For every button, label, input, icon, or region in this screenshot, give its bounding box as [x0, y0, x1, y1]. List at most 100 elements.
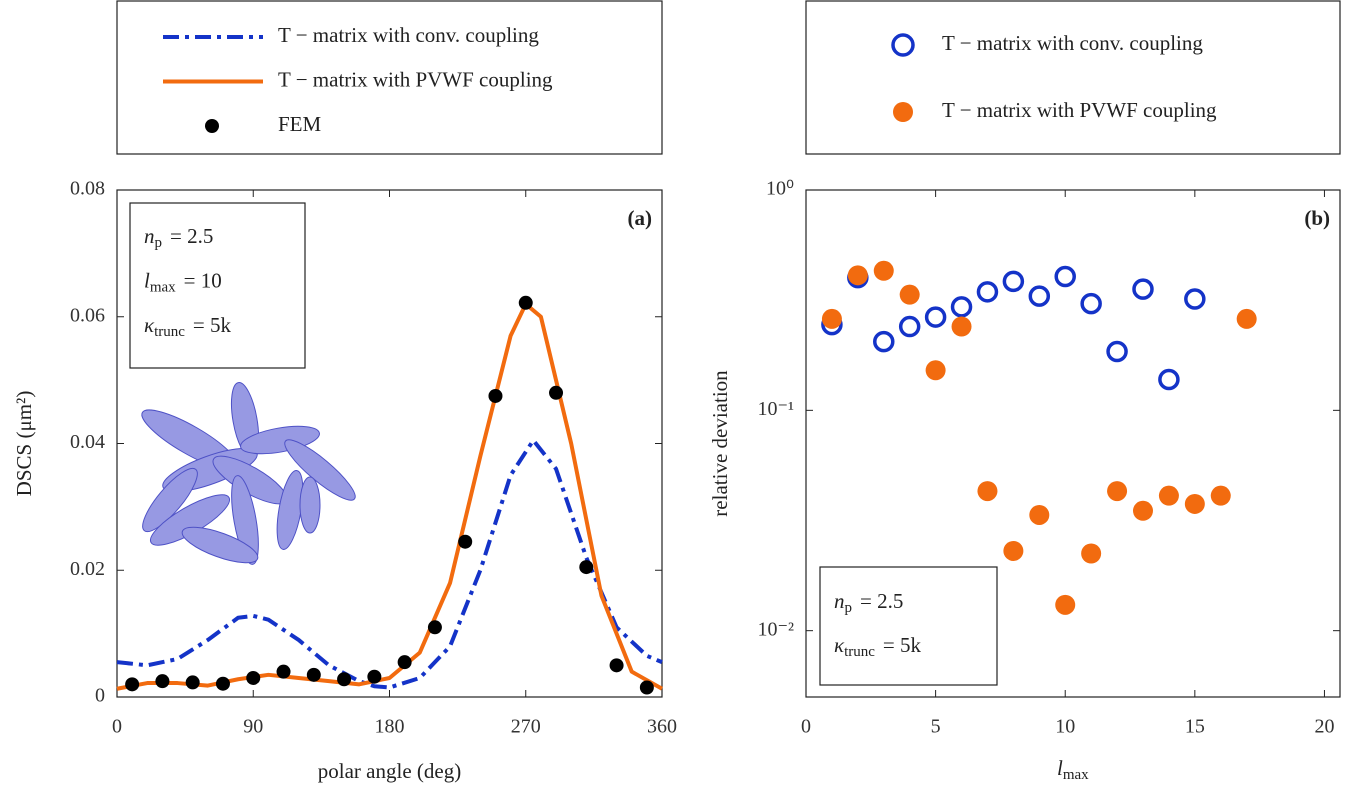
data-point [1107, 481, 1128, 502]
subscript: max [1063, 767, 1089, 783]
data-point [976, 281, 999, 303]
x-tick-label: 0 [112, 716, 122, 738]
subscript: max [150, 280, 176, 296]
legend-label: T − matrix with PVWF coupling [942, 98, 1217, 122]
data-point [1210, 485, 1231, 506]
subscript: p [845, 600, 853, 616]
data-point [458, 534, 473, 549]
data-point [306, 667, 321, 682]
x-tick-label: 0 [801, 716, 811, 738]
data-point [1054, 265, 1076, 288]
data-point [427, 620, 442, 635]
data-point [1184, 288, 1206, 310]
y-tick-label: 0.06 [70, 304, 105, 326]
legend-label: T − matrix with conv. coupling [942, 31, 1203, 55]
annotation-box [129, 202, 306, 369]
data-point [1132, 500, 1153, 521]
symbol: l [144, 268, 150, 292]
y-tick-label: 0.02 [70, 558, 105, 580]
data-point [155, 674, 170, 689]
panel-label: (b) [1304, 206, 1330, 230]
data-point [951, 316, 972, 337]
x-tick-label: 180 [375, 716, 405, 738]
x-tick-label: 270 [511, 716, 541, 738]
data-point [1003, 540, 1024, 561]
value: = 5k [193, 313, 232, 337]
data-point [246, 670, 261, 685]
y-tick-label: 0.04 [70, 431, 105, 453]
plot-frame [805, 189, 1341, 698]
data-point [1106, 340, 1128, 363]
data-point [549, 385, 564, 400]
data-point [397, 655, 412, 670]
symbol: κ [834, 633, 845, 657]
series-line [116, 438, 663, 690]
data-point [821, 308, 842, 329]
data-point [1132, 278, 1154, 300]
y-tick-label: 10⁻¹ [757, 398, 794, 420]
data-point [1158, 485, 1179, 506]
subscript: trunc [844, 644, 875, 660]
data-point [488, 388, 503, 403]
x-tick-label: 15 [1185, 716, 1205, 738]
data-point [1158, 368, 1180, 391]
value: = 10 [184, 268, 222, 292]
data-point [639, 680, 654, 695]
data-point [1081, 543, 1102, 564]
data-point [1002, 270, 1025, 293]
data-point [950, 296, 973, 318]
legend-key [891, 33, 915, 57]
legend-box [805, 0, 1341, 155]
x-tick-label: 360 [647, 716, 677, 738]
y-tick-label: 0 [95, 685, 105, 707]
data-point [873, 330, 895, 353]
annotation: κtrunc = 5k [834, 633, 922, 661]
y-tick-label: 10⁻² [757, 618, 794, 640]
legend-label: T − matrix with PVWF coupling [278, 67, 553, 91]
y-axis-label: relative deviation [708, 370, 732, 517]
data-point [1055, 594, 1076, 615]
legend-box [116, 0, 663, 155]
annotation-box [819, 566, 998, 686]
symbol: n [144, 224, 155, 248]
data-point [518, 295, 533, 310]
data-point [898, 315, 921, 338]
data-point [367, 669, 382, 684]
data-point [899, 284, 920, 305]
data-point [337, 672, 352, 687]
value: = 2.5 [860, 589, 903, 613]
annotation: np = 2.5 [834, 589, 903, 617]
symbol: n [834, 589, 845, 613]
data-point [977, 481, 998, 502]
y-tick-label: 0.08 [70, 178, 105, 200]
x-tick-label: 10 [1055, 716, 1075, 738]
value: = 2.5 [170, 224, 213, 248]
data-point [924, 306, 947, 328]
x-axis-label: polar angle (deg) [318, 759, 461, 783]
data-point [185, 675, 200, 690]
x-tick-label: 90 [243, 716, 263, 738]
data-point [1029, 504, 1050, 525]
subscript: trunc [154, 324, 185, 340]
value: = 5k [883, 633, 922, 657]
data-point [1080, 292, 1102, 315]
legend-key [893, 102, 913, 122]
data-point [579, 560, 594, 575]
annotation: κtrunc = 5k [144, 313, 232, 341]
x-axis-label: lmax [1057, 756, 1089, 784]
symbol: κ [144, 313, 155, 337]
y-tick-label: 10⁰ [766, 178, 794, 200]
data-point [873, 260, 894, 281]
x-tick-label: 5 [931, 716, 941, 738]
data-point [1028, 285, 1051, 307]
symbol: l [1057, 756, 1063, 780]
data-point [276, 664, 291, 679]
legend-label: T − matrix with conv. coupling [278, 23, 539, 47]
annotation: np = 2.5 [144, 224, 213, 252]
data-point [925, 360, 946, 381]
data-point [1184, 493, 1205, 514]
data-point [847, 265, 868, 286]
legend-key [205, 119, 219, 133]
data-point [609, 658, 624, 673]
